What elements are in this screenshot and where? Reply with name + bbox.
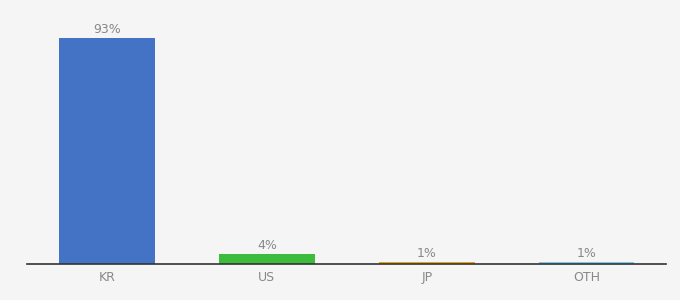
- Text: 1%: 1%: [417, 247, 437, 260]
- Bar: [59, 38, 155, 264]
- Text: 1%: 1%: [577, 247, 596, 260]
- Text: 4%: 4%: [257, 239, 277, 252]
- Text: 93%: 93%: [93, 23, 121, 36]
- Bar: [379, 262, 475, 264]
- Bar: [539, 262, 634, 264]
- Bar: [219, 254, 315, 264]
